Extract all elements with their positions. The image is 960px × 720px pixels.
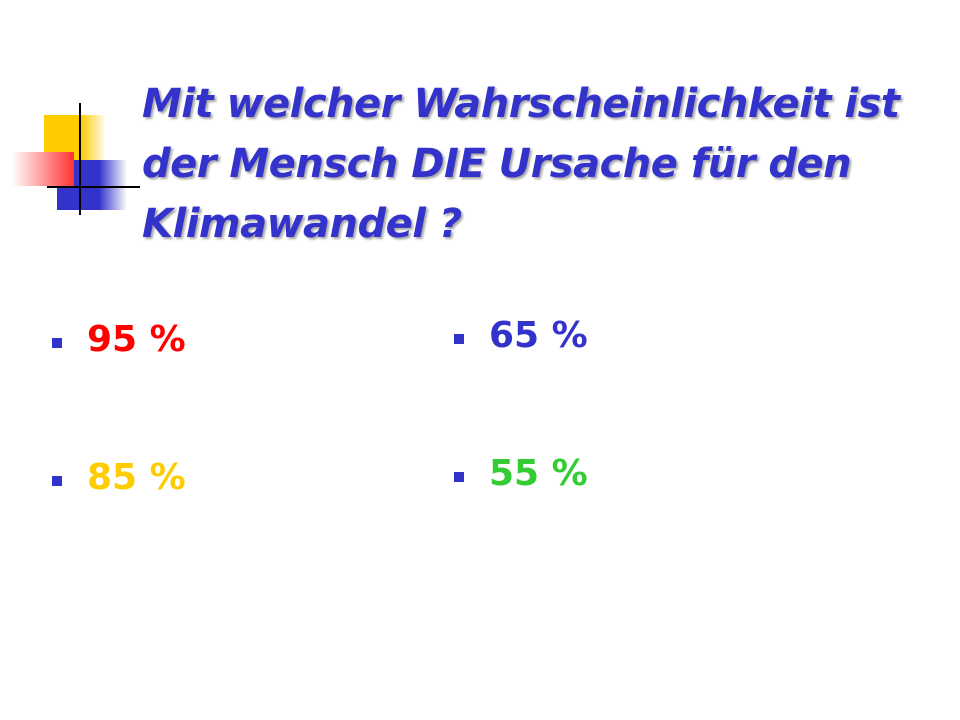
title-line: der Mensch DIE Ursache für den <box>142 141 852 187</box>
bullet <box>52 476 62 486</box>
slide-title: Mit welcher Wahrscheinlichkeit ist der M… <box>142 74 900 254</box>
title-line: Mit welcher Wahrscheinlichkeit ist <box>142 81 900 127</box>
bullet <box>454 334 464 344</box>
title-line: Klimawandel ? <box>142 201 462 247</box>
bullet <box>52 338 62 348</box>
red-bar <box>12 152 74 186</box>
option-text: 55 % <box>489 453 588 494</box>
decoration <box>12 103 140 215</box>
option-text: 85 % <box>87 457 186 498</box>
option-text: 95 % <box>87 319 186 360</box>
bullet <box>454 472 464 482</box>
option-text: 65 % <box>489 315 588 356</box>
